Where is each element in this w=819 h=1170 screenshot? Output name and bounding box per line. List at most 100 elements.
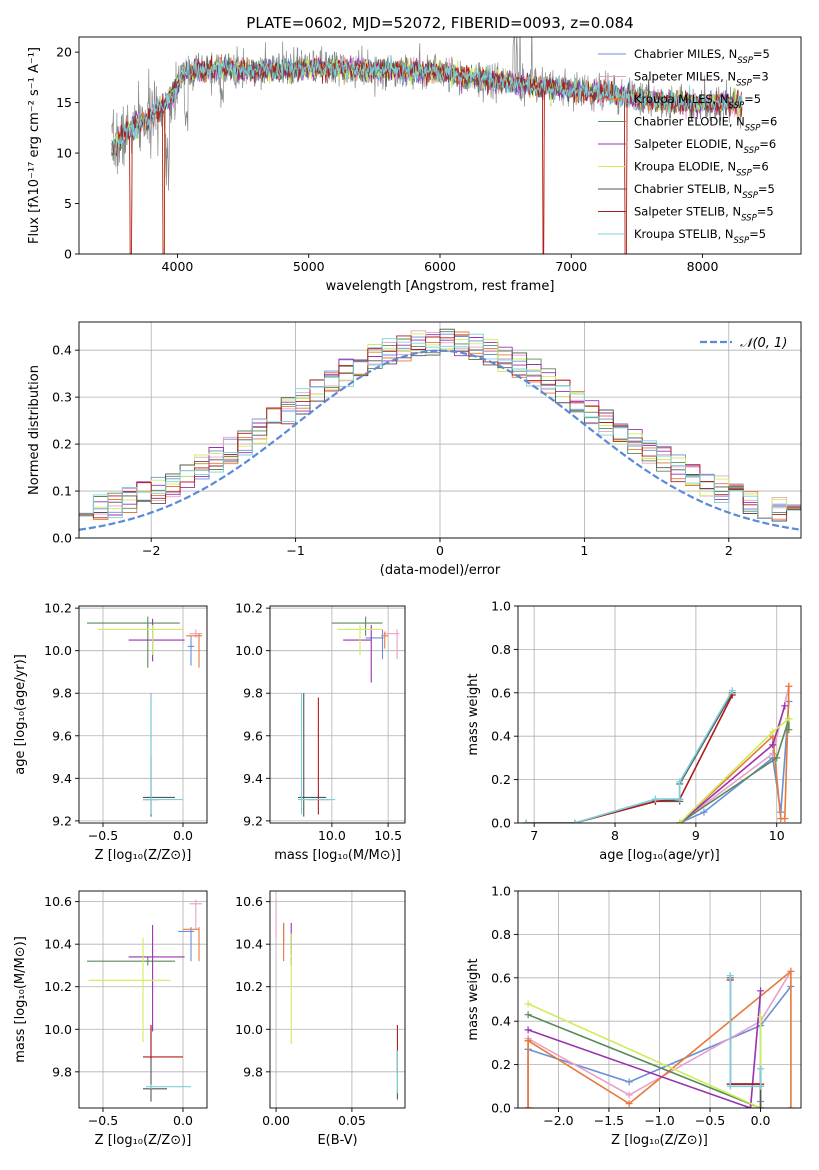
mass-weight-marker (700, 808, 708, 816)
spectrum-y-tick-label: 10 (56, 146, 72, 161)
legend-entry: Salpeter MILES, NSSP=3 (634, 70, 769, 89)
mass-vs-Z-y-tick-label: 10.6 (44, 894, 72, 909)
mass-weight-marker (757, 1082, 765, 1090)
legend-entry-n: =3 (752, 70, 769, 84)
errorbar-point (331, 616, 383, 636)
model-spectrum-line (111, 55, 743, 254)
mass-vs-EBV-x-tick-label: 0.00 (262, 1113, 290, 1128)
legend-entry-sub: SSP (737, 56, 753, 66)
age-vs-Z-y-tick-label: 9.8 (52, 686, 72, 701)
mass-weight-marker (625, 1100, 633, 1108)
residuals-y-tick-label: 0.3 (52, 390, 72, 405)
mass-vs-Z-x-axis-label: Z [log₁₀(Z/Z⊙)] (95, 1133, 192, 1148)
legend-entry-name: Salpeter STELIB, N (634, 205, 741, 219)
errorbar-point (143, 1025, 183, 1060)
massweight-vs-Z-x-tick-label: −0.5 (695, 1113, 725, 1128)
massweight-vs-Z-y-tick-label: 1.0 (491, 884, 511, 899)
mass-vs-EBV-y-tick-label: 10.2 (235, 979, 263, 994)
massweight-vs-Z-y-axis-label: mass weight (466, 958, 481, 1040)
age-vs-mass-y-tick-label: 9.6 (243, 728, 263, 743)
legend-entry-name: Salpeter ELODIE, N (634, 137, 744, 151)
errorbar-point (343, 625, 372, 683)
age-vs-mass-y-tick-label: 10.0 (235, 643, 263, 658)
legend-entry-sub: SSP (741, 214, 757, 224)
mass-vs-EBV-x-axis-label: E(B-V) (317, 1133, 357, 1148)
spectrum-x-tick-label: 5000 (293, 259, 325, 274)
legend-entry: Kroupa ELODIE, NSSP=6 (634, 160, 769, 179)
model-spectrum-line (111, 55, 743, 155)
massweight-vs-Z-x-axis-label: Z [log₁₀(Z/Z⊙)] (611, 1133, 708, 1148)
legend-entry-n: =5 (753, 47, 770, 61)
residual-histogram (79, 328, 801, 538)
mass-weight-marker (769, 728, 777, 736)
mass-weight-marker (781, 702, 789, 710)
legend-entry: Kroupa STELIB, NSSP=5 (634, 227, 766, 246)
mass-weight-marker (769, 741, 777, 749)
mass-vs-EBV-frame (269, 890, 406, 1109)
errorbar-point (128, 925, 185, 1032)
age-vs-mass-y-tick-label: 9.4 (243, 771, 263, 786)
normal-distribution-curve (79, 349, 801, 531)
mass-vs-EBV-y-tick-label: 10.0 (235, 1022, 263, 1037)
legend-entry: Chabrier ELODIE, NSSP=6 (634, 115, 777, 134)
mass-weight-marker (625, 1078, 633, 1086)
massweight-vs-age-x-tick-label: 7 (530, 828, 538, 843)
mass-vs-Z-y-tick-label: 9.8 (52, 1064, 72, 1079)
massweight-vs-age-x-tick-label: 10 (769, 828, 785, 843)
age-vs-Z-x-tick-label: 0.0 (173, 828, 193, 843)
mass-weight-marker (785, 715, 793, 723)
mass-weight-marker (785, 726, 793, 734)
massweight-vs-Z-y-tick-label: 0.2 (491, 1057, 511, 1072)
mass-vs-Z-y-tick-label: 10.2 (44, 979, 72, 994)
errorbar-point (298, 693, 327, 817)
spectrum-x-axis-label: wavelength [Angstrom, rest frame] (326, 279, 555, 294)
legend-entry-sub: SSP (744, 146, 760, 156)
mass-vs-Z-x-tick-label: −0.5 (88, 1113, 118, 1128)
age-vs-Z-y-tick-label: 10.2 (44, 601, 72, 616)
mass-weight-marker (781, 815, 789, 823)
mass-weight-line (526, 690, 733, 823)
massweight-vs-Z-y-tick-label: 0.8 (491, 927, 511, 942)
mass-weight-marker (524, 1104, 532, 1108)
residuals-y-axis-label: Normed distribution (27, 365, 42, 495)
age-vs-mass-x-tick-label: 10.0 (318, 828, 346, 843)
spectrum-x-tick-label: 7000 (555, 259, 587, 274)
mass-weight-marker (757, 1104, 765, 1108)
legend-entry-name: Kroupa ELODIE, N (634, 160, 736, 174)
residuals-x-axis-label: (data-model)/error (380, 563, 501, 578)
massweight-vs-age-y-tick-label: 0.0 (491, 816, 511, 831)
massweight-vs-age-y-tick-label: 0.2 (491, 772, 511, 787)
errorbar-point (365, 629, 384, 660)
figure-title: PLATE=0602, MJD=52072, FIBERID=0093, z=0… (246, 14, 633, 32)
mass-vs-EBV-y-tick-label: 10.4 (235, 937, 263, 952)
residual-histogram (79, 333, 801, 538)
age-vs-Z-y-tick-label: 9.2 (52, 813, 72, 828)
legend-entry: Kroupa MILES, NSSP=5 (634, 92, 761, 111)
spectrum-y-tick-label: 15 (56, 95, 72, 110)
age-vs-Z-x-tick-label: −0.5 (88, 828, 118, 843)
errorbar-point (128, 618, 185, 662)
legend-entry: Salpeter ELODIE, NSSP=6 (634, 137, 776, 156)
legend-entry-n: =6 (760, 115, 777, 129)
errorbar-point (146, 1084, 191, 1089)
mass-weight-line (729, 975, 762, 1088)
errorbar-point (98, 625, 183, 655)
legend-entry: Salpeter STELIB, NSSP=5 (634, 205, 774, 224)
errorbar-point (88, 937, 171, 1043)
massweight-vs-age-frame (517, 605, 802, 824)
normal-legend-label: 𝒩(0, 1) (740, 336, 787, 351)
age-vs-Z-y-axis-label: age [log₁₀(age/yr)] (13, 654, 28, 775)
mass-weight-marker (571, 819, 579, 823)
data-layer (79, 37, 801, 1108)
residuals-y-tick-label: 0.0 (52, 531, 72, 546)
errorbar-point (143, 1025, 167, 1102)
massweight-vs-age-y-tick-label: 0.4 (491, 729, 511, 744)
massweight-vs-age-y-tick-label: 0.8 (491, 642, 511, 657)
mass-weight-marker (676, 778, 684, 786)
residuals-y-tick-label: 0.1 (52, 484, 72, 499)
massweight-vs-Z-x-tick-label: −1.0 (644, 1113, 674, 1128)
mass-vs-Z-y-tick-label: 10.4 (44, 937, 72, 952)
massweight-vs-age-y-axis-label: mass weight (466, 673, 481, 755)
age-vs-Z-x-axis-label: Z [log₁₀(Z/Z⊙)] (95, 848, 192, 863)
legend-entry-n: =5 (744, 92, 761, 106)
